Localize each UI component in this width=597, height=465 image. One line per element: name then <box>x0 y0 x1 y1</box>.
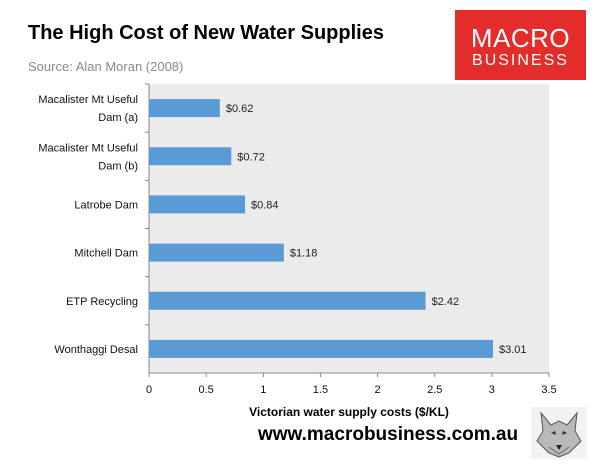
bar <box>149 99 220 118</box>
x-tick-label: 2 <box>375 384 381 396</box>
bar <box>149 339 493 358</box>
bar-chart: $0.62 Macalister Mt Useful Dam (a) $0.72 Mac… <box>38 83 557 419</box>
chart-subtitle: Source: Alan Moran (2008) <box>28 59 184 74</box>
x-tick-label: 2.5 <box>427 384 442 396</box>
logo-line-1: MACRO <box>470 23 571 53</box>
category-label: Dam (a) <box>98 112 138 124</box>
data-label: $0.84 <box>251 199 279 211</box>
category-label: Mitchell Dam <box>74 248 138 260</box>
x-tick-label: 0.5 <box>198 384 213 396</box>
category-label: Wonthaggi Desal <box>54 344 138 356</box>
data-label: $0.62 <box>226 103 254 115</box>
data-label: $2.42 <box>432 296 460 308</box>
plot-area <box>149 84 549 373</box>
bar <box>149 243 284 262</box>
data-label: $0.72 <box>237 151 265 163</box>
data-label: $3.01 <box>499 344 527 356</box>
data-label: $1.18 <box>290 248 318 260</box>
wolf-icon <box>531 407 587 459</box>
category-label: Macalister Mt Useful <box>38 142 138 154</box>
bar <box>149 291 426 310</box>
macrobusiness-logo: MACRO BUSINESS <box>455 10 586 80</box>
x-tick-label: 3.5 <box>541 384 556 396</box>
bar <box>149 195 245 214</box>
x-tick-label: 1.5 <box>313 384 328 396</box>
logo-line-2: BUSINESS <box>472 52 569 69</box>
category-label: ETP Recycling <box>66 296 138 308</box>
category-label: Macalister Mt Useful <box>38 94 138 106</box>
x-tick-label: 3 <box>489 384 495 396</box>
x-tick-label: 1 <box>260 384 266 396</box>
chart-title: The High Cost of New Water Supplies <box>28 22 384 44</box>
footer-url[interactable]: www.macrobusiness.com.au <box>258 424 519 445</box>
category-label: Latrobe Dam <box>74 199 138 211</box>
x-tick-label: 0 <box>146 384 152 396</box>
category-label: Dam (b) <box>98 160 138 172</box>
x-axis-label: Victorian water supply costs ($/KL) <box>249 405 449 419</box>
bar <box>149 147 232 166</box>
